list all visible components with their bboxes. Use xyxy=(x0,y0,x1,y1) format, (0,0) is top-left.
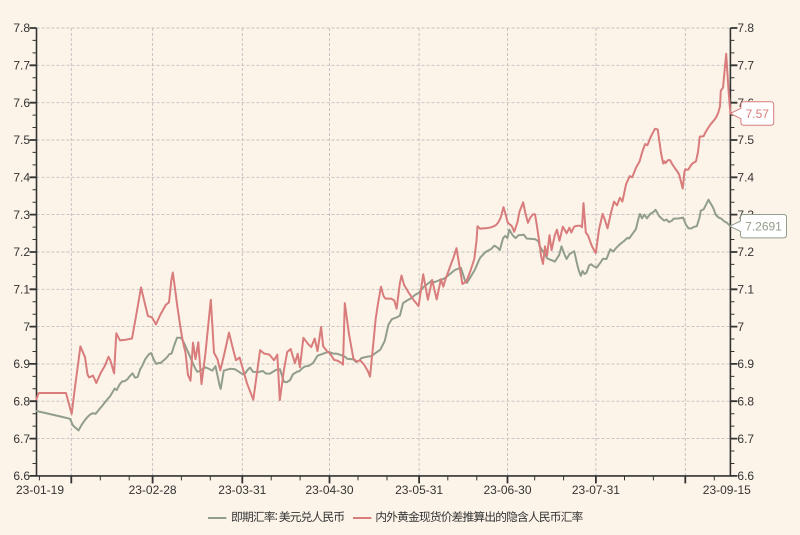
svg-text:7.4: 7.4 xyxy=(13,171,30,185)
svg-text:7.4: 7.4 xyxy=(737,171,754,185)
svg-text:23-09-15: 23-09-15 xyxy=(703,483,751,497)
svg-text:7.2: 7.2 xyxy=(737,245,754,259)
svg-text:7.6: 7.6 xyxy=(13,96,30,110)
svg-text:6.6: 6.6 xyxy=(13,469,30,483)
svg-text:7.2: 7.2 xyxy=(13,245,30,259)
svg-text:6.9: 6.9 xyxy=(13,357,30,371)
svg-text:7.2691: 7.2691 xyxy=(745,220,782,234)
svg-text:6.9: 6.9 xyxy=(737,357,754,371)
svg-text:7.8: 7.8 xyxy=(13,21,30,35)
svg-text:23-02-28: 23-02-28 xyxy=(129,483,177,497)
svg-text:6.8: 6.8 xyxy=(737,394,754,408)
svg-text:7: 7 xyxy=(737,320,744,334)
svg-text:6.6: 6.6 xyxy=(737,469,754,483)
svg-text:7: 7 xyxy=(23,320,30,334)
svg-text:23-06-30: 23-06-30 xyxy=(483,483,531,497)
svg-text:7.1: 7.1 xyxy=(13,283,30,297)
svg-text:7.5: 7.5 xyxy=(13,133,30,147)
svg-text:7.7: 7.7 xyxy=(13,59,30,73)
svg-text:6.8: 6.8 xyxy=(13,394,30,408)
svg-text:23-03-31: 23-03-31 xyxy=(218,483,266,497)
svg-text:6.7: 6.7 xyxy=(737,432,754,446)
svg-text:23-05-31: 23-05-31 xyxy=(395,483,443,497)
svg-text:7.8: 7.8 xyxy=(737,21,754,35)
svg-text:23-04-30: 23-04-30 xyxy=(305,483,353,497)
svg-text:7.5: 7.5 xyxy=(737,133,754,147)
svg-text:6.7: 6.7 xyxy=(13,432,30,446)
svg-text:7.1: 7.1 xyxy=(737,283,754,297)
svg-text:7.7: 7.7 xyxy=(737,59,754,73)
svg-text:23-01-19: 23-01-19 xyxy=(16,483,64,497)
svg-text:7.57: 7.57 xyxy=(746,107,770,121)
svg-text:7.3: 7.3 xyxy=(13,208,30,222)
svg-text:23-07-31: 23-07-31 xyxy=(572,483,620,497)
